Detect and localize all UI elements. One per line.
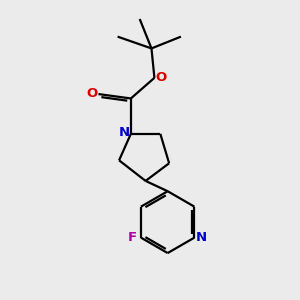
Text: O: O xyxy=(155,71,167,84)
Text: F: F xyxy=(128,231,137,244)
Text: N: N xyxy=(195,231,206,244)
Text: N: N xyxy=(119,126,130,139)
Text: O: O xyxy=(86,87,98,100)
